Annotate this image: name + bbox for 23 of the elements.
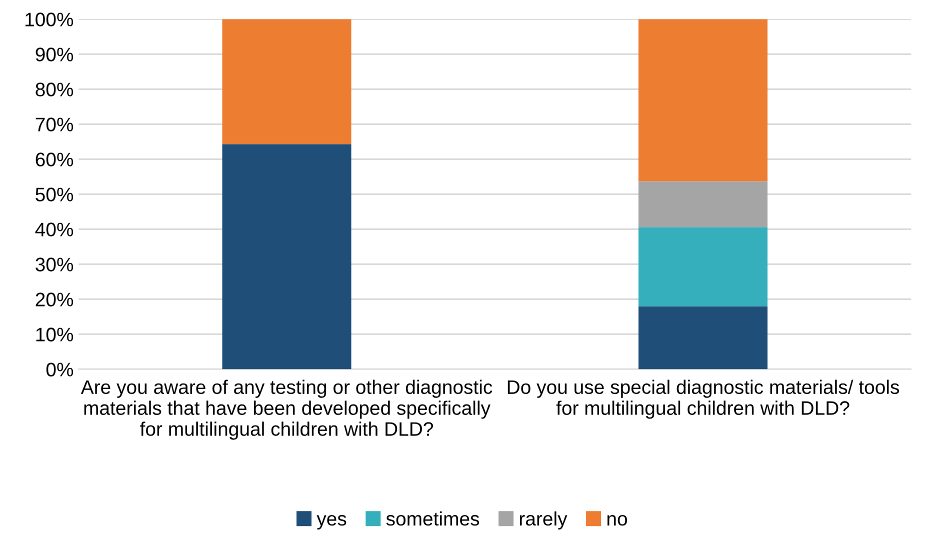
y-tick-label: 50% xyxy=(36,188,74,202)
bar xyxy=(638,227,768,306)
legend-label: no xyxy=(607,515,627,526)
bar xyxy=(638,306,768,370)
y-tick-label: 0% xyxy=(46,362,74,376)
y-tick-label: 30% xyxy=(36,258,74,272)
bar xyxy=(222,144,352,370)
y-tick-label: 70% xyxy=(36,118,74,132)
legend-label: rarely xyxy=(520,511,568,530)
x-tick-label: Are you aware of any testing or other diagnostic materials that have been developed specifically for multilingual children with DLD? xyxy=(80,380,492,440)
y-tick-label: 60% xyxy=(36,152,74,166)
legend-label: yes xyxy=(316,515,346,530)
bar xyxy=(222,19,352,144)
y-tick-label: 20% xyxy=(36,292,74,306)
x-tick-label: Do you use special diagnostic materials/ tools for multilingual children with DLD? xyxy=(508,380,900,419)
y-tick-label: 10% xyxy=(36,328,74,342)
y-tick-label: 40% xyxy=(35,222,74,236)
y-tick-label: 90% xyxy=(36,48,74,62)
legend-label: sometimes xyxy=(386,511,480,526)
y-tick-label: 100% xyxy=(26,12,74,26)
y-tick-label: 80% xyxy=(36,82,74,96)
bar xyxy=(638,181,768,228)
bar xyxy=(638,19,768,182)
